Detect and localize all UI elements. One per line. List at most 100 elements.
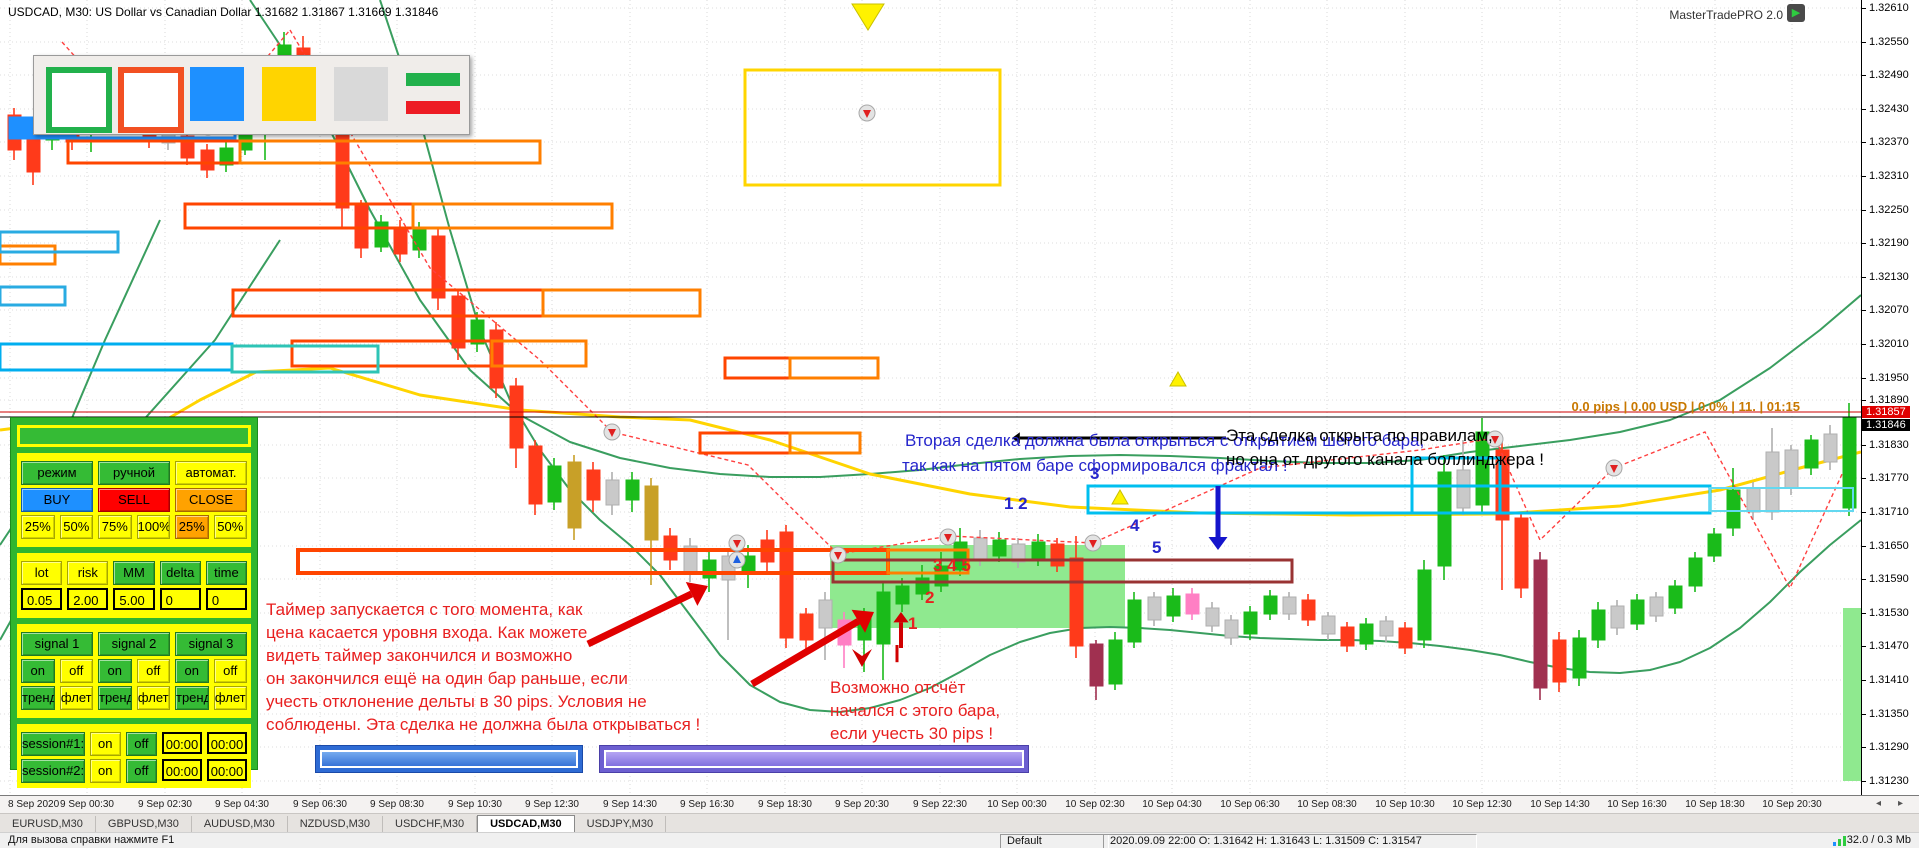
signal-2-off-button[interactable]: off [136,659,170,683]
time-tick-label: 9 Sep 10:30 [448,799,502,810]
percent-25-close-button[interactable]: 25% [175,515,209,539]
session-2-end-input[interactable]: 00:00 [207,759,247,781]
lot-header[interactable]: lot [21,561,63,585]
time-tick-label: 10 Sep 02:30 [1065,799,1125,810]
sequence-number-label: 1 [908,614,918,633]
mode-label-button[interactable]: режим [21,461,93,485]
price-tick-label: 1.31350 [1861,708,1909,720]
chart-tab-usdcad[interactable]: USDCAD,M30 [477,815,575,833]
time-tick-label: 10 Sep 12:30 [1452,799,1512,810]
signal-1-header[interactable]: signal 1 [21,632,93,656]
chart-tab-nzdusd[interactable]: NZDUSD,M30 [288,816,384,833]
session-1-off-button[interactable]: off [125,732,157,756]
signal-3-flat-button[interactable]: флет [213,686,247,710]
object-toolbar [33,55,470,135]
swatch-green-red-bars[interactable] [406,67,460,121]
price-tick-label: 1.31410 [1861,674,1909,686]
mm-input[interactable]: 5.00 [113,588,155,610]
scroll-right-button[interactable]: ▸ [1897,798,1903,809]
price-tick-label: 1.32250 [1861,204,1909,216]
buy-button[interactable]: BUY [21,488,93,512]
time-tick-label: 10 Sep 00:30 [987,799,1047,810]
time-tick-label: 9 Sep 08:30 [370,799,424,810]
price-tick-label: 1.32310 [1861,170,1909,182]
price-tick-label: 1.31530 [1861,607,1909,619]
price-tick-label: 1.31590 [1861,573,1909,585]
signal-3-off-button[interactable]: off [213,659,247,683]
signal-2-flat-button[interactable]: флет [136,686,170,710]
time-input[interactable]: 0 [205,588,248,610]
time-tick-label: 10 Sep 16:30 [1607,799,1667,810]
status-profile[interactable]: Default [1000,834,1109,848]
time-tick-label: 10 Sep 04:30 [1142,799,1202,810]
timer-bar-purple [599,745,1029,773]
time-tick-label: 10 Sep 14:30 [1530,799,1590,810]
price-tick-label: 1.32190 [1861,237,1909,249]
session-2-label[interactable]: session#2: [21,759,85,783]
close-button[interactable]: CLOSE [175,488,247,512]
candlestick-plot[interactable] [0,0,1861,795]
manual-mode-button[interactable]: ручной [98,461,170,485]
chart-canvas[interactable]: USDCAD, M30: US Dollar vs Canadian Dolla… [0,0,1861,795]
delta-input[interactable]: 0 [159,588,201,610]
risk-header[interactable]: risk [67,561,109,585]
sequence-number-label: 3 4 5 [933,556,971,575]
session-2-off-button[interactable]: off [125,759,157,783]
percent-50-close-button[interactable]: 50% [213,515,247,539]
chart-tab-audusd[interactable]: AUDUSD,M30 [192,816,288,833]
price-tick-label: 1.32130 [1861,271,1909,283]
sell-button[interactable]: SELL [98,488,170,512]
lot-input[interactable]: 0.05 [21,588,63,610]
swatch-yellow-fill[interactable] [262,67,316,121]
session-1-on-button[interactable]: on [89,732,121,756]
time-axis: ◂ ▸ 8 Sep 2020 9 Sep 00:30 9 Sep 02:30 9 Se… [0,795,1919,814]
scroll-left-button[interactable]: ◂ [1875,798,1881,809]
risk-input[interactable]: 2.00 [67,588,109,610]
signal-1-flat-button[interactable]: флет [59,686,93,710]
timer-bar-blue [315,745,583,773]
session-2-on-button[interactable]: on [89,759,121,783]
pips-info-label: 0.0 pips | 0.00 USD | 0.0% | 11. | 01:15 [1571,399,1800,414]
time-tick-label: 9 Sep 18:30 [758,799,812,810]
signal-1-off-button[interactable]: off [59,659,93,683]
price-tick-label: 1.32070 [1861,304,1909,316]
signal-3-trend-button[interactable]: тренд [175,686,209,710]
session-1-start-input[interactable]: 00:00 [162,732,202,754]
signal-1-on-button[interactable]: on [21,659,55,683]
signal-2-header[interactable]: signal 2 [98,632,170,656]
connection-bars-icon [1833,836,1847,846]
swatch-red-outline[interactable] [118,67,184,133]
chart-tab-usdjpy[interactable]: USDJPY,M30 [575,816,667,833]
percent-100-button[interactable]: 100% [136,515,170,539]
swatch-blue-fill[interactable] [190,67,244,121]
signal-1-trend-button[interactable]: тренд [21,686,55,710]
time-header[interactable]: time [205,561,248,585]
note-valid-trade-line2: но она от другого канала боллинджера ! [1226,450,1544,469]
percent-25-button[interactable]: 25% [21,515,55,539]
panel-signals-section: signal 1 signal 2 signal 3 on off on off… [17,624,251,718]
note-second-trade-line1: Вторая сделка должна была открыться с от… [905,431,1425,450]
time-tick-label: 9 Sep 12:30 [525,799,579,810]
session-1-label[interactable]: session#1: [21,732,85,756]
mm-header[interactable]: MM [113,561,155,585]
signal-2-trend-button[interactable]: тренд [98,686,132,710]
session-1-end-input[interactable]: 00:00 [207,732,247,754]
ea-smiley-icon: ▶ [1787,4,1805,22]
price-tick-label: 1.31770 [1861,472,1909,484]
session-2-start-input[interactable]: 00:00 [162,759,202,781]
panel-title-bar[interactable] [17,425,251,447]
auto-mode-button[interactable]: автомат. [175,461,247,485]
percent-75-button[interactable]: 75% [98,515,132,539]
swatch-gray-fill[interactable] [334,67,388,121]
chart-tab-gbpusd[interactable]: GBPUSD,M30 [96,816,192,833]
ea-brand-label: MasterTradePRO 2.0 [1669,8,1783,22]
chart-tab-usdchf[interactable]: USDCHF,M30 [383,816,478,833]
delta-header[interactable]: delta [159,561,201,585]
signal-2-on-button[interactable]: on [98,659,132,683]
signal-3-header[interactable]: signal 3 [175,632,247,656]
percent-50-button[interactable]: 50% [59,515,93,539]
chart-tab-eurusd[interactable]: EURUSD,M30 [0,816,96,833]
swatch-green-outline[interactable] [46,67,112,133]
price-tick-label: 1.31830 [1861,439,1909,451]
signal-3-on-button[interactable]: on [175,659,209,683]
